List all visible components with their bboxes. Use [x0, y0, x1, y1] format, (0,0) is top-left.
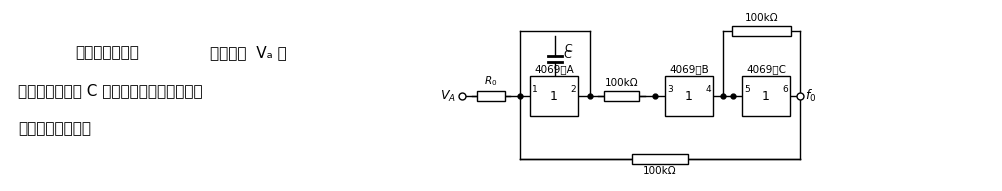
- Text: 过改变定时电容 C 上的充、放电电压的终值: 过改变定时电容 C 上的充、放电电压的终值: [18, 83, 202, 99]
- Text: C: C: [562, 49, 570, 60]
- Text: 4: 4: [704, 85, 710, 94]
- Text: C: C: [563, 45, 571, 54]
- Text: 4069：C: 4069：C: [745, 64, 786, 74]
- Text: 5: 5: [743, 85, 749, 94]
- Text: 压控环形振荡器: 压控环形振荡器: [75, 45, 138, 61]
- Bar: [741, 76, 790, 116]
- Text: 4069：A: 4069：A: [534, 64, 573, 74]
- Text: 6: 6: [782, 85, 788, 94]
- Text: 100kΩ: 100kΩ: [604, 78, 637, 88]
- Bar: [664, 76, 712, 116]
- Text: 外接电压  Vₐ 通: 外接电压 Vₐ 通: [209, 45, 287, 61]
- Bar: [603, 91, 638, 101]
- Text: 1: 1: [684, 90, 692, 103]
- Bar: [631, 154, 687, 164]
- Text: 100kΩ: 100kΩ: [642, 166, 676, 176]
- Text: 100kΩ: 100kΩ: [743, 13, 778, 23]
- Text: 而改变振荡频率。: 而改变振荡频率。: [18, 121, 91, 137]
- Text: 1: 1: [762, 90, 770, 103]
- Text: 1: 1: [549, 90, 557, 103]
- Bar: [731, 26, 790, 36]
- Bar: [476, 91, 505, 101]
- Text: $R_0$: $R_0$: [484, 74, 497, 88]
- Text: 3: 3: [666, 85, 672, 94]
- Text: 4069：B: 4069：B: [668, 64, 708, 74]
- Text: 1: 1: [531, 85, 537, 94]
- Bar: [529, 76, 577, 116]
- Text: $V_A$: $V_A$: [440, 88, 456, 104]
- Text: $f_0$: $f_0$: [805, 88, 816, 104]
- Text: 2: 2: [570, 85, 575, 94]
